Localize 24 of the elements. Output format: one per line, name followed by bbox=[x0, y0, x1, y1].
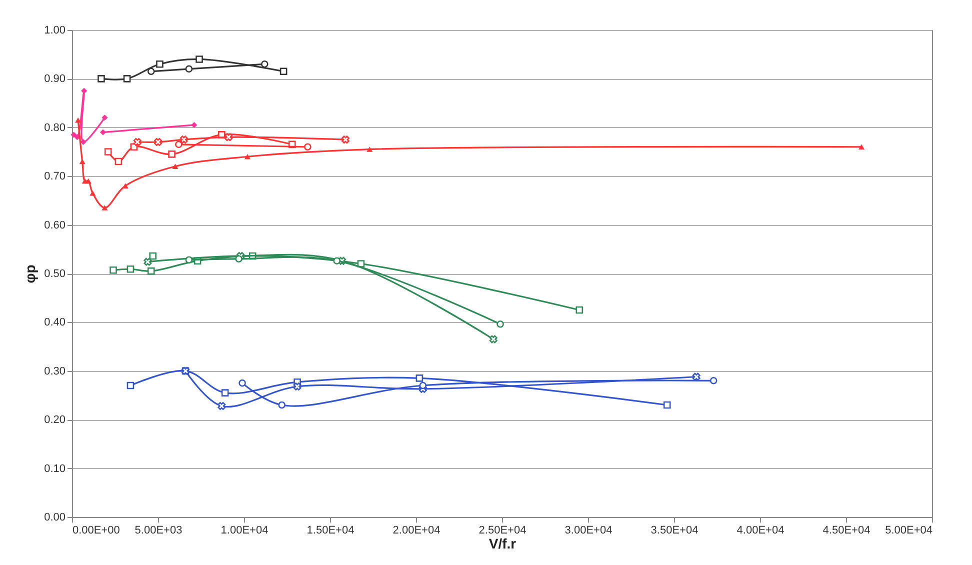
x-tick-label: 5.00E+03 bbox=[134, 524, 182, 536]
y-tick-label: 0.00 bbox=[44, 512, 66, 524]
y-tick-label: 0.20 bbox=[44, 414, 66, 426]
y-tick-label: 0.60 bbox=[44, 219, 66, 232]
x-tick-label: 3.00E+04 bbox=[564, 524, 612, 536]
y-tick-label: 0.80 bbox=[44, 122, 66, 134]
x-tick-label: 4.00E+04 bbox=[736, 524, 784, 536]
x-tick-label: 3.50E+04 bbox=[650, 524, 698, 536]
x-tick-label: 0.00E+00 bbox=[72, 524, 120, 536]
y-tick-label: 0.90 bbox=[44, 73, 66, 86]
x-tick-label: 1.00E+04 bbox=[220, 524, 268, 536]
y-tick-label: 0.40 bbox=[44, 316, 66, 329]
x-tick-label: 2.50E+04 bbox=[478, 524, 526, 536]
x-axis-title: V/f.r bbox=[488, 536, 517, 552]
y-tick-label: 1.00 bbox=[44, 24, 66, 36]
x-tick-label: 2.00E+04 bbox=[392, 524, 440, 536]
x-tick-label: 4.50E+04 bbox=[822, 524, 870, 536]
x-tick-label: 1.50E+04 bbox=[306, 524, 354, 536]
y-axis-title: φp bbox=[22, 264, 38, 284]
y-tick-label: 0.50 bbox=[44, 268, 66, 280]
y-tick-label: 0.30 bbox=[44, 365, 66, 378]
y-tick-label: 0.70 bbox=[44, 170, 66, 183]
y-tick-label: 0.10 bbox=[44, 462, 66, 475]
x-tick-label: 5.00E+04 bbox=[885, 524, 932, 536]
